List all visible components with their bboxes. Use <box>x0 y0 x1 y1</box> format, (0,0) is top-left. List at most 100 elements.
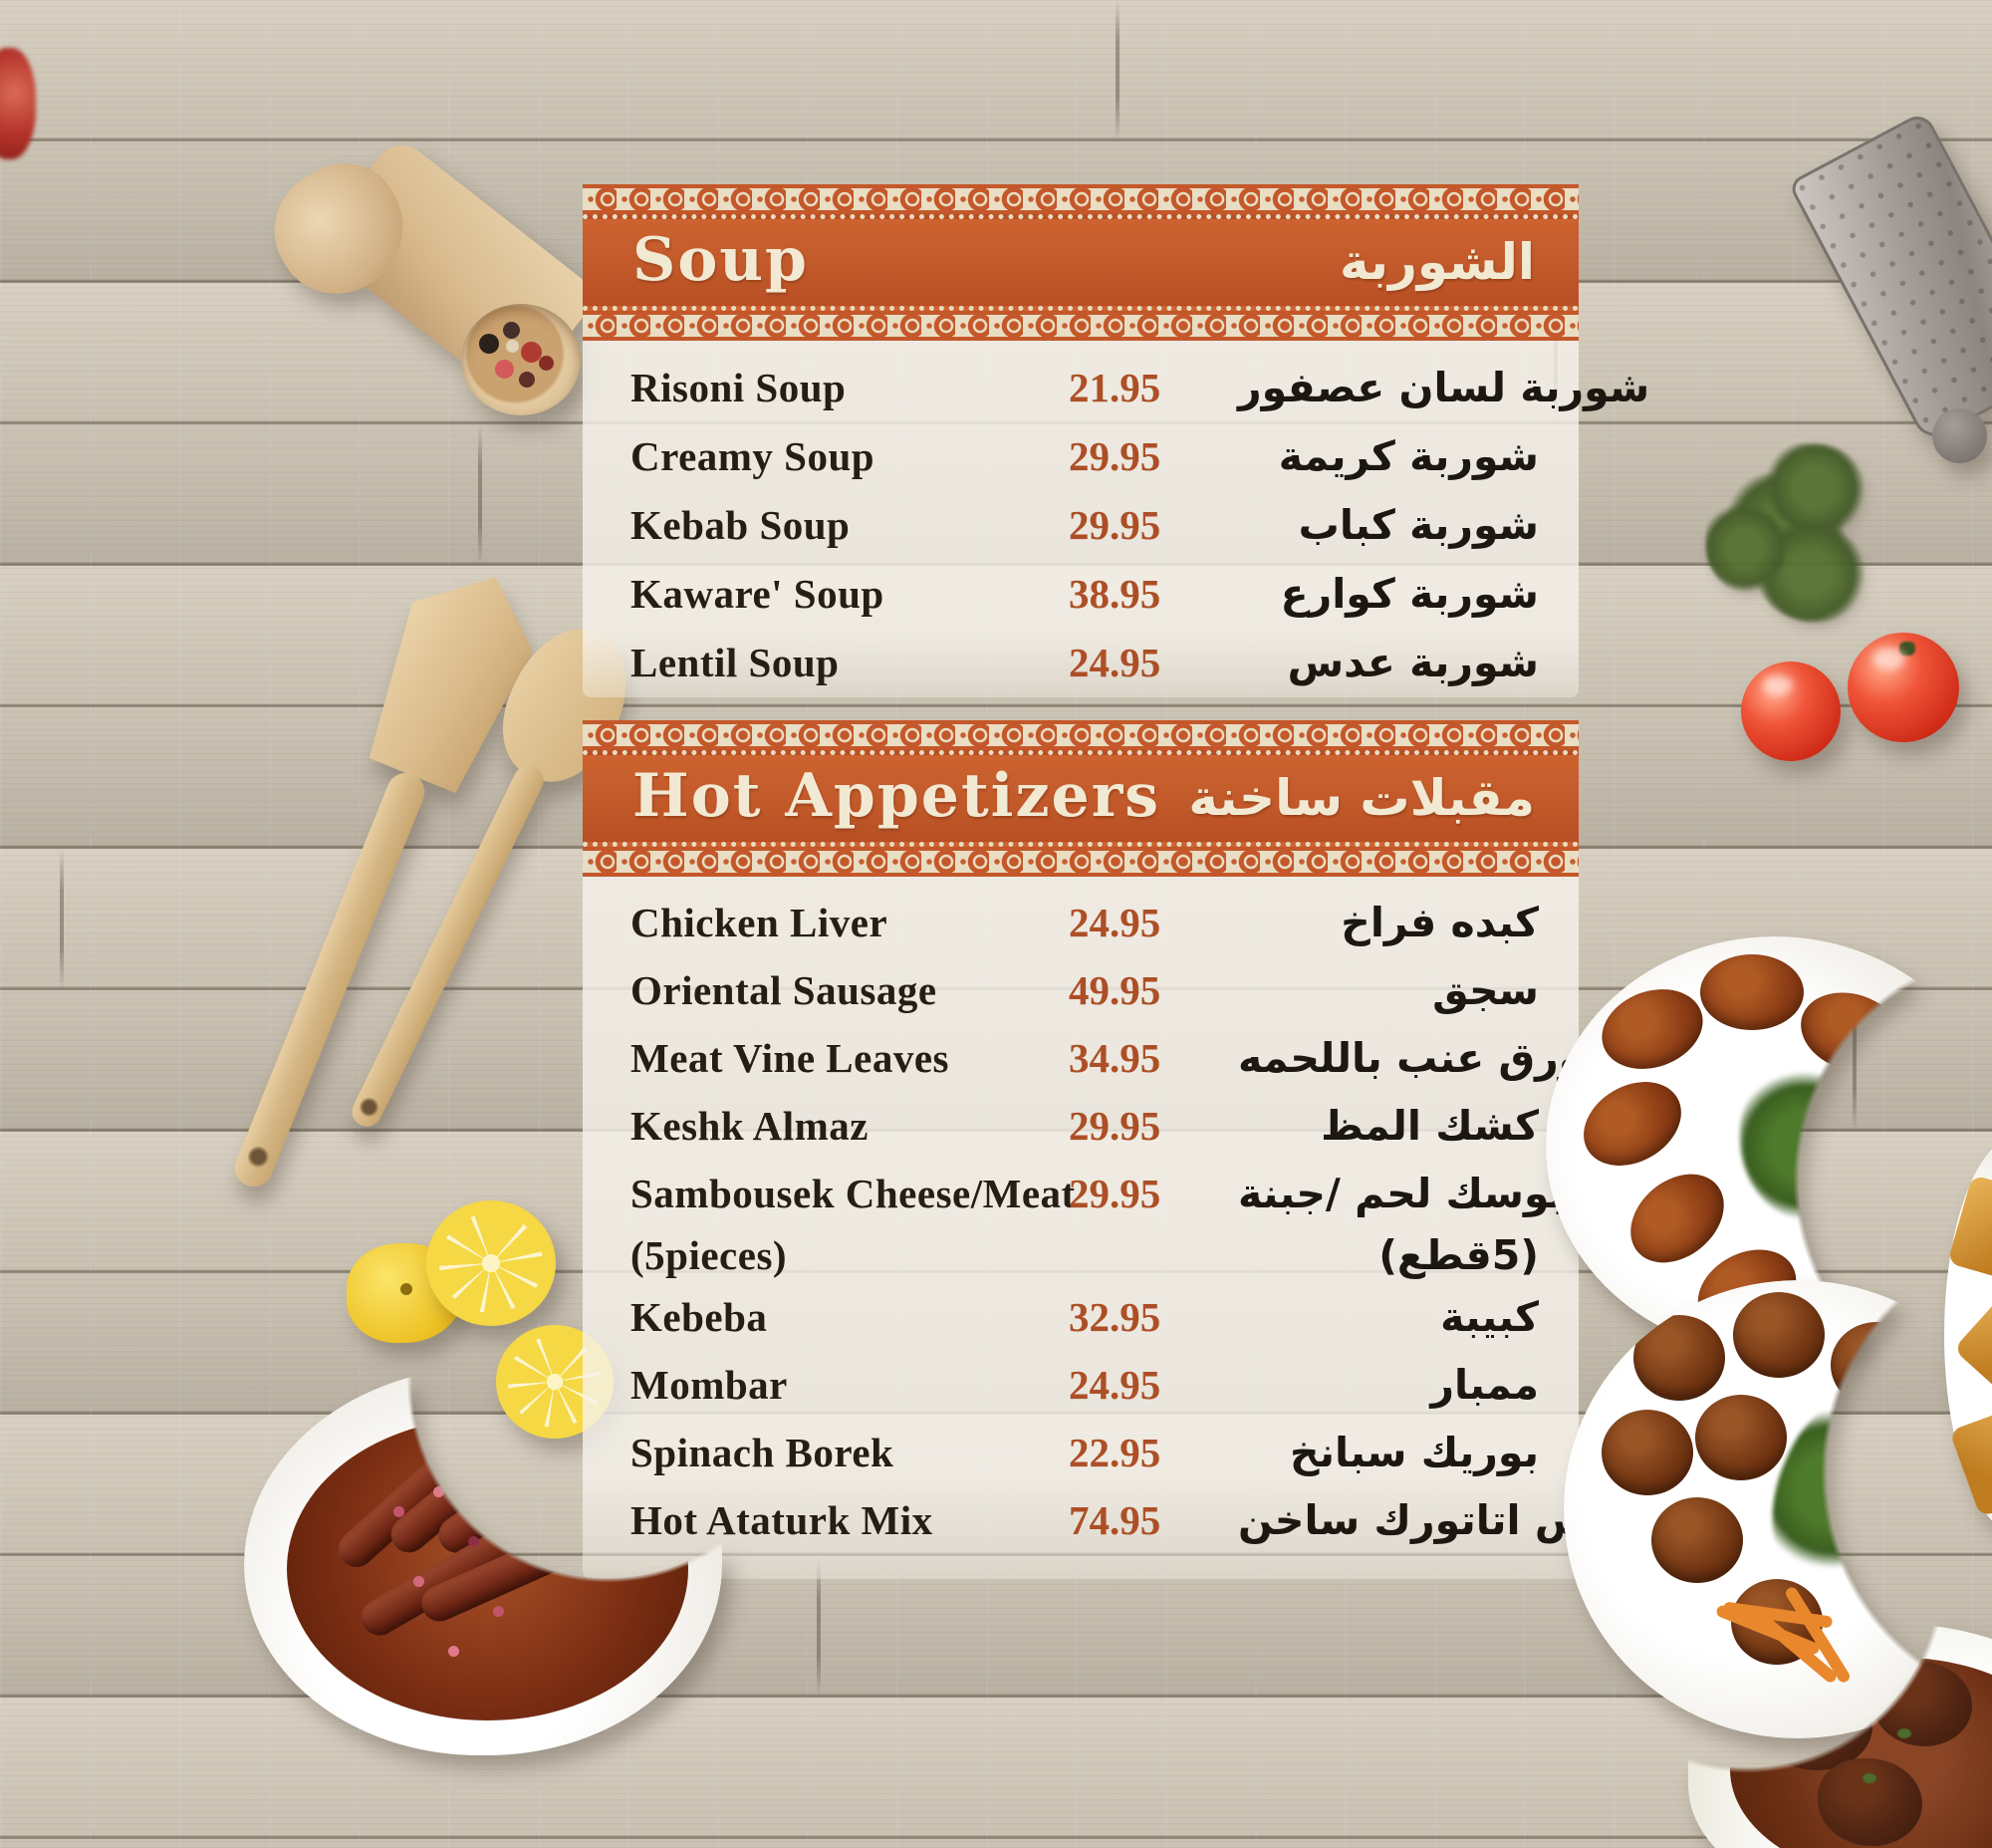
cut-off-tomato-edge <box>0 48 36 159</box>
item-name-arabic: شوربة لسان عصفور <box>1238 363 1650 411</box>
item-price: 22.95 <box>1069 1430 1161 1475</box>
kibbeh <box>1790 979 1913 1085</box>
menu-item-row-oriental-sausage: Oriental Sausage 49.95 سجق <box>583 956 1579 1024</box>
herb-leaves <box>1705 503 1785 593</box>
crescent-plate <box>1546 936 1992 1355</box>
menu-item-row-kebeba: Kebeba 32.95 كبيبة <box>583 1283 1579 1351</box>
item-note-arabic: (5قطع) <box>1378 1231 1539 1279</box>
soup-header-band: Soup الشوربة <box>583 214 1579 311</box>
wooden-spice-scoop <box>252 133 616 448</box>
pink-peppercorn <box>393 1506 404 1517</box>
sausage-crescent-dish <box>244 1367 722 1755</box>
lemon-tip <box>400 1283 413 1295</box>
item-name-english: Kaware' Soup <box>630 570 884 617</box>
item-name-english: Lentil Soup <box>630 639 840 685</box>
item-price: 29.95 <box>1069 432 1161 479</box>
meat-chunk <box>1818 1758 1922 1846</box>
peppercorn <box>503 322 520 339</box>
lace-border-bottom <box>583 847 1579 877</box>
pink-peppercorn <box>413 1576 424 1587</box>
item-name-arabic: كبده فراخ <box>1341 899 1539 946</box>
soup-title-english: Soup <box>632 224 809 295</box>
grater-body <box>1787 110 1992 444</box>
lace-border-top <box>583 184 1579 214</box>
hot-appetizers-item-list: Chicken Liver 24.95 كبده فراخ Oriental S… <box>583 889 1658 1554</box>
item-name-arabic: ورق عنب باللحمه <box>1238 1034 1585 1082</box>
lace-border-top <box>583 720 1579 750</box>
item-price: 49.95 <box>1069 967 1161 1013</box>
item-name-arabic: كبيبة <box>1440 1293 1539 1341</box>
meat-stew-dish <box>1688 1624 1992 1848</box>
herb-garnish <box>1838 1694 1852 1704</box>
lace-border-bottom <box>583 311 1579 341</box>
menu-item-row-keshk-almaz: Keshk Almaz 29.95 كشك المظ <box>583 1092 1579 1160</box>
peppercorn <box>506 340 519 353</box>
item-name-english: Kebab Soup <box>630 501 851 548</box>
item-price: 32.95 <box>1069 1294 1161 1340</box>
item-name-english: Kebeba <box>630 1294 768 1340</box>
meatball <box>1733 1292 1825 1378</box>
plank-seam <box>817 1556 821 1698</box>
item-price: 21.95 <box>1069 364 1161 410</box>
peppercorn <box>495 360 514 379</box>
plank-seam <box>1116 0 1120 141</box>
item-name-english: Meat Vine Leaves <box>630 1035 949 1081</box>
crescent-bowl <box>244 1367 722 1755</box>
item-name-english: Oriental Sausage <box>630 967 937 1013</box>
hot-appetizers-title-arabic: مقبلات ساخنة <box>1188 768 1535 827</box>
peppercorn <box>479 334 499 354</box>
metal-grater <box>1787 110 1992 468</box>
item-name-english: Risoni Soup <box>630 364 847 410</box>
pink-peppercorn <box>433 1486 444 1497</box>
hot-appetizers-section: Hot Appetizers مقبلات ساخنة Chicken Live… <box>583 720 1658 1579</box>
pink-peppercorn <box>448 1646 459 1657</box>
meatball <box>1695 1395 1787 1480</box>
item-name-arabic: شوربة عدس <box>1287 638 1539 686</box>
menu-item-row-sambousek: Sambousek Cheese/Meat 29.95 سمبوسك لحم /… <box>583 1160 1633 1227</box>
scoop-opening <box>461 304 581 415</box>
item-price: 24.95 <box>1069 639 1161 685</box>
herb-garnish <box>1863 1773 1876 1783</box>
item-name-english: Mombar <box>630 1362 788 1408</box>
item-name-arabic: بوريك سبانخ <box>1290 1429 1539 1476</box>
item-price: 38.95 <box>1069 570 1161 617</box>
kibbeh <box>1591 975 1714 1083</box>
parsley-garnish <box>1740 1071 1869 1220</box>
item-price: 29.95 <box>1069 1103 1161 1149</box>
hot-appetizers-header-band: Hot Appetizers مقبلات ساخنة <box>583 750 1579 847</box>
meatball <box>1602 1410 1693 1495</box>
kibbeh <box>1568 1065 1697 1183</box>
soup-section: Soup الشوربة Risoni Soup 21.95 شوربة لسا… <box>583 184 1649 697</box>
meat-chunk <box>1758 1679 1872 1770</box>
item-name-english: Sambousek Cheese/Meat <box>630 1171 1076 1216</box>
item-price: 24.95 <box>1069 1362 1161 1408</box>
item-name-english: Creamy Soup <box>630 432 875 479</box>
meatball <box>1831 1322 1922 1408</box>
thyme-sprig <box>1705 443 1894 643</box>
tomato <box>1741 661 1841 761</box>
menu-item-row-sambousek-pieces-note: (5pieces) (5قطع) <box>583 1227 1579 1283</box>
item-name-english: Chicken Liver <box>630 900 888 945</box>
item-name-arabic: شوربة كباب <box>1298 500 1539 549</box>
tomato-stem <box>1898 641 1915 656</box>
samosa-plate <box>1920 1136 1992 1554</box>
kibbeh-crescent-plate <box>1546 936 1992 1355</box>
item-name-arabic: شوربة كريمة <box>1278 431 1539 480</box>
menu-item-row-kaware-soup: Kaware' Soup 38.95 شوربة كوارع <box>583 559 1579 628</box>
peppercorn <box>539 356 554 371</box>
kibbeh <box>1700 954 1804 1030</box>
meatball <box>1651 1497 1743 1583</box>
item-name-arabic: ممبار <box>1430 1361 1539 1409</box>
menu-item-row-risoni-soup: Risoni Soup 21.95 شوربة لسان عصفور <box>583 353 1649 421</box>
hot-appetizers-title-english: Hot Appetizers <box>632 760 1161 831</box>
item-price: 29.95 <box>1069 501 1161 548</box>
menu-item-row-lentil-soup: Lentil Soup 24.95 شوربة عدس <box>583 628 1579 696</box>
item-name-english: Keshk Almaz <box>630 1103 869 1149</box>
soup-title-arabic: الشوربة <box>1339 232 1535 291</box>
plank-seam <box>478 424 482 566</box>
item-price: 29.95 <box>1069 1171 1161 1216</box>
soup-item-list: Risoni Soup 21.95 شوربة لسان عصفور Cream… <box>583 353 1649 696</box>
herb-leaves <box>1765 443 1865 533</box>
item-name-arabic: سجق <box>1432 966 1539 1014</box>
